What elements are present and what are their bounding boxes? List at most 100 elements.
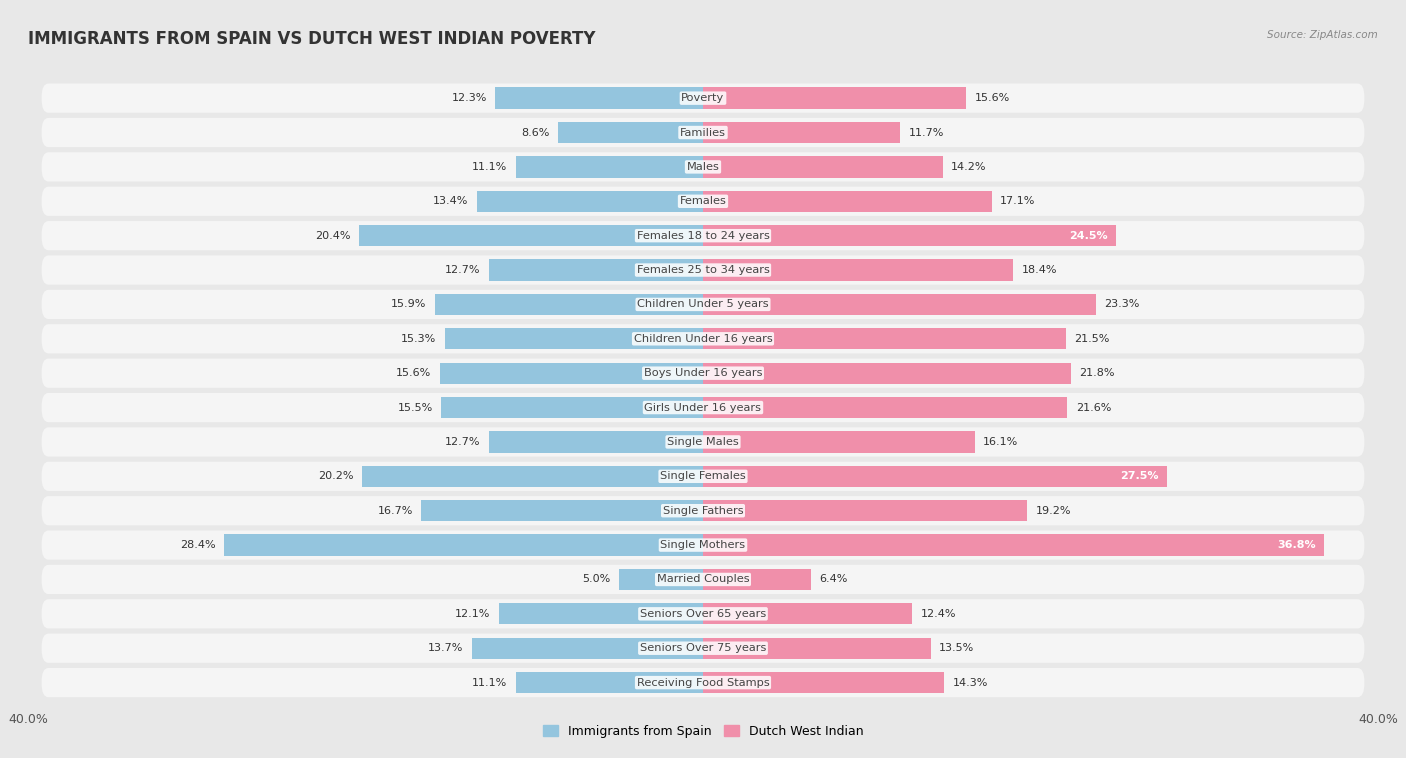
FancyBboxPatch shape [42, 118, 1364, 147]
Bar [499, 603, 703, 625]
FancyBboxPatch shape [42, 324, 1364, 353]
Text: 12.7%: 12.7% [444, 265, 481, 275]
FancyBboxPatch shape [42, 496, 1364, 525]
Text: IMMIGRANTS FROM SPAIN VS DUTCH WEST INDIAN POVERTY: IMMIGRANTS FROM SPAIN VS DUTCH WEST INDI… [28, 30, 596, 49]
Text: 36.8%: 36.8% [1277, 540, 1316, 550]
Bar [516, 672, 703, 694]
Legend: Immigrants from Spain, Dutch West Indian: Immigrants from Spain, Dutch West Indian [537, 720, 869, 743]
Text: Single Fathers: Single Fathers [662, 506, 744, 515]
Bar [224, 534, 703, 556]
Text: Females: Females [679, 196, 727, 206]
Text: Females 18 to 24 years: Females 18 to 24 years [637, 230, 769, 240]
Bar [489, 259, 703, 280]
Text: Seniors Over 75 years: Seniors Over 75 years [640, 644, 766, 653]
Text: Source: ZipAtlas.com: Source: ZipAtlas.com [1267, 30, 1378, 40]
FancyBboxPatch shape [42, 668, 1364, 697]
Bar [703, 568, 811, 590]
FancyBboxPatch shape [42, 531, 1364, 559]
FancyBboxPatch shape [42, 255, 1364, 285]
Text: 18.4%: 18.4% [1022, 265, 1057, 275]
Text: 5.0%: 5.0% [582, 575, 610, 584]
Text: Children Under 16 years: Children Under 16 years [634, 334, 772, 344]
Text: 13.4%: 13.4% [433, 196, 468, 206]
Text: 16.1%: 16.1% [983, 437, 1018, 447]
Text: 16.7%: 16.7% [377, 506, 413, 515]
Bar [434, 294, 703, 315]
Text: 12.1%: 12.1% [456, 609, 491, 619]
FancyBboxPatch shape [42, 290, 1364, 319]
Text: Poverty: Poverty [682, 93, 724, 103]
Text: 15.3%: 15.3% [401, 334, 436, 344]
Bar [703, 294, 1097, 315]
Text: 14.3%: 14.3% [953, 678, 988, 688]
Text: 11.1%: 11.1% [472, 678, 508, 688]
Text: Married Couples: Married Couples [657, 575, 749, 584]
Bar [359, 225, 703, 246]
Bar [703, 122, 900, 143]
Text: Seniors Over 65 years: Seniors Over 65 years [640, 609, 766, 619]
Text: Families: Families [681, 127, 725, 137]
Bar [703, 156, 942, 177]
Bar [703, 225, 1116, 246]
Bar [703, 87, 966, 109]
Bar [703, 362, 1071, 384]
Text: 20.4%: 20.4% [315, 230, 350, 240]
Text: Receiving Food Stamps: Receiving Food Stamps [637, 678, 769, 688]
Text: 19.2%: 19.2% [1035, 506, 1071, 515]
Bar [558, 122, 703, 143]
Bar [472, 637, 703, 659]
Text: 21.6%: 21.6% [1076, 402, 1111, 412]
Bar [703, 465, 1167, 487]
Text: 12.4%: 12.4% [921, 609, 956, 619]
Text: Single Males: Single Males [666, 437, 740, 447]
Bar [477, 190, 703, 212]
Text: 12.7%: 12.7% [444, 437, 481, 447]
FancyBboxPatch shape [42, 186, 1364, 216]
Text: 14.2%: 14.2% [950, 162, 987, 172]
Bar [495, 87, 703, 109]
Bar [422, 500, 703, 522]
Text: 13.7%: 13.7% [427, 644, 464, 653]
FancyBboxPatch shape [42, 428, 1364, 456]
Text: 6.4%: 6.4% [820, 575, 848, 584]
Text: 15.6%: 15.6% [396, 368, 432, 378]
Bar [703, 672, 945, 694]
Bar [703, 637, 931, 659]
Text: 27.5%: 27.5% [1121, 471, 1159, 481]
Bar [444, 328, 703, 349]
Text: 21.5%: 21.5% [1074, 334, 1109, 344]
Text: Children Under 5 years: Children Under 5 years [637, 299, 769, 309]
Text: Boys Under 16 years: Boys Under 16 years [644, 368, 762, 378]
Text: 23.3%: 23.3% [1105, 299, 1140, 309]
Text: Single Females: Single Females [661, 471, 745, 481]
Text: 17.1%: 17.1% [1000, 196, 1035, 206]
Text: 15.5%: 15.5% [398, 402, 433, 412]
Text: Males: Males [686, 162, 720, 172]
FancyBboxPatch shape [42, 565, 1364, 594]
Text: 28.4%: 28.4% [180, 540, 215, 550]
Bar [516, 156, 703, 177]
Bar [619, 568, 703, 590]
Text: 21.8%: 21.8% [1080, 368, 1115, 378]
Text: Girls Under 16 years: Girls Under 16 years [644, 402, 762, 412]
Bar [703, 431, 974, 453]
Text: 11.7%: 11.7% [908, 127, 945, 137]
Text: Single Mothers: Single Mothers [661, 540, 745, 550]
Bar [703, 328, 1066, 349]
FancyBboxPatch shape [42, 152, 1364, 181]
Text: 8.6%: 8.6% [522, 127, 550, 137]
FancyBboxPatch shape [42, 83, 1364, 113]
Text: 11.1%: 11.1% [472, 162, 508, 172]
Text: 15.9%: 15.9% [391, 299, 426, 309]
Bar [703, 534, 1324, 556]
Bar [489, 431, 703, 453]
Bar [363, 465, 703, 487]
FancyBboxPatch shape [42, 634, 1364, 662]
Bar [703, 397, 1067, 418]
Text: 12.3%: 12.3% [451, 93, 486, 103]
FancyBboxPatch shape [42, 221, 1364, 250]
Bar [703, 500, 1026, 522]
Text: Females 25 to 34 years: Females 25 to 34 years [637, 265, 769, 275]
FancyBboxPatch shape [42, 600, 1364, 628]
FancyBboxPatch shape [42, 359, 1364, 388]
